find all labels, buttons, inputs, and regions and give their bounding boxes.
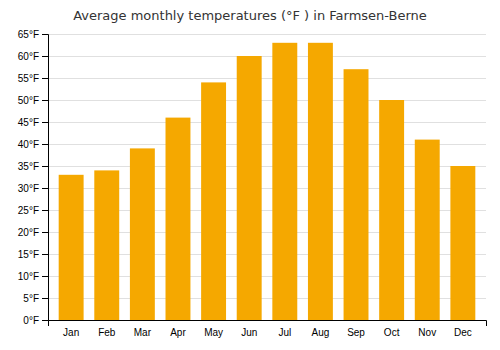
x-tick-label: Aug — [312, 327, 330, 338]
grid-tick — [48, 122, 486, 123]
x-tick-label: Jan — [63, 327, 79, 338]
bar — [94, 170, 119, 320]
x-tick: Mar — [134, 327, 152, 338]
x-tick-label: May — [204, 327, 223, 338]
bar — [237, 56, 262, 320]
y-tick-label: 50°F — [18, 95, 39, 106]
y-tick-label: 45°F — [18, 117, 39, 128]
grid-tick — [48, 56, 486, 57]
title: Average monthly temperatures (°F ) in Fa… — [73, 8, 427, 23]
y-tick: 25°F — [18, 205, 48, 216]
plot: Jan Feb Mar Apr May Jun Jul Aug Sep Oct Nov Dec 0°F 5… — [18, 29, 487, 338]
y-tick-mark — [42, 320, 48, 321]
bar — [308, 43, 333, 320]
x-tick-label: Dec — [454, 327, 472, 338]
x-axis-line — [49, 321, 487, 327]
x-tick: Feb — [98, 327, 116, 338]
x-tick: Jan — [63, 327, 79, 338]
y-tick: 50°F — [18, 95, 48, 106]
x-tick: Jul — [278, 327, 291, 338]
x-tick-label: Nov — [418, 327, 436, 338]
y-tick: 5°F — [23, 293, 48, 304]
y-tick: 40°F — [18, 139, 48, 150]
x-tick: Oct — [384, 327, 400, 338]
x-tick: Dec — [454, 327, 472, 338]
y-tick-label: 40°F — [18, 139, 39, 150]
grid-line — [48, 34, 486, 35]
y-tick: 55°F — [18, 73, 48, 84]
x-axis: Jan Feb Mar Apr May Jun Jul Aug Sep Oct Nov Dec — [49, 321, 487, 339]
y-tick-label: 30°F — [18, 183, 39, 194]
x-tick-label: Sep — [347, 327, 365, 338]
grid-line — [48, 100, 486, 101]
y-tick-mark — [42, 34, 48, 35]
chart: Average monthly temperatures (°F ) in Fa… — [0, 0, 500, 350]
y-tick-label: 15°F — [18, 249, 39, 260]
y-tick-label: 0°F — [23, 315, 39, 326]
x-tick-label: Jun — [241, 327, 257, 338]
y-tick-label: 55°F — [18, 73, 39, 84]
y-tick: 10°F — [18, 271, 48, 282]
x-tick: May — [204, 327, 223, 338]
y-tick-mark — [42, 144, 48, 145]
y-tick-mark — [42, 78, 48, 79]
grid-tick — [48, 34, 486, 35]
bar — [415, 140, 440, 320]
x-tick-label: Oct — [384, 327, 400, 338]
x-tick-label: Mar — [134, 327, 152, 338]
x-tick-label: Jul — [278, 327, 291, 338]
y-tick-mark — [42, 210, 48, 211]
y-tick-mark — [42, 100, 48, 101]
y-tick-mark — [42, 122, 48, 123]
bar — [450, 166, 475, 320]
y-tick: 15°F — [18, 249, 48, 260]
y-tick: 65°F — [18, 29, 48, 40]
grid-line — [48, 56, 486, 57]
bar — [130, 148, 155, 320]
y-axis-line — [42, 35, 49, 321]
y-tick: 20°F — [18, 227, 48, 238]
bars — [59, 43, 476, 320]
y-tick-mark — [42, 188, 48, 189]
bar — [379, 100, 404, 320]
x-tick: Nov — [418, 327, 436, 338]
y-tick-label: 20°F — [18, 227, 39, 238]
y-tick: 0°F — [23, 315, 48, 326]
x-tick-label: Apr — [170, 327, 186, 338]
y-tick: 35°F — [18, 161, 48, 172]
y-tick-mark — [42, 254, 48, 255]
grid — [48, 35, 486, 321]
x-tick: Aug — [312, 327, 330, 338]
bar — [272, 43, 297, 320]
grid-tick — [48, 78, 486, 79]
y-tick: 30°F — [18, 183, 48, 194]
bar — [166, 118, 191, 320]
x-tick: Jun — [241, 327, 257, 338]
bar — [201, 82, 226, 320]
y-tick-label: 60°F — [18, 51, 39, 62]
y-tick-mark — [42, 166, 48, 167]
y-tick: 45°F — [18, 117, 48, 128]
x-tick: Apr — [170, 327, 186, 338]
y-axis: 0°F 5°F 10°F 15°F 20°F 25°F 30°F 35°F 40°F 45°F 50… — [18, 29, 49, 326]
y-tick-mark — [42, 298, 48, 299]
y-tick-label: 10°F — [18, 271, 39, 282]
y-tick-label: 35°F — [18, 161, 39, 172]
grid-tick — [48, 100, 486, 101]
grid-line — [48, 78, 486, 79]
x-tick: Sep — [347, 327, 365, 338]
x-tick-label: Feb — [98, 327, 116, 338]
bar — [59, 175, 84, 320]
y-tick: 60°F — [18, 51, 48, 62]
y-tick-label: 65°F — [18, 29, 39, 40]
y-tick-mark — [42, 56, 48, 57]
grid-line — [48, 122, 486, 123]
y-tick-label: 25°F — [18, 205, 39, 216]
bar — [344, 69, 369, 320]
y-tick-mark — [42, 276, 48, 277]
y-tick-mark — [42, 232, 48, 233]
y-tick-label: 5°F — [23, 293, 39, 304]
